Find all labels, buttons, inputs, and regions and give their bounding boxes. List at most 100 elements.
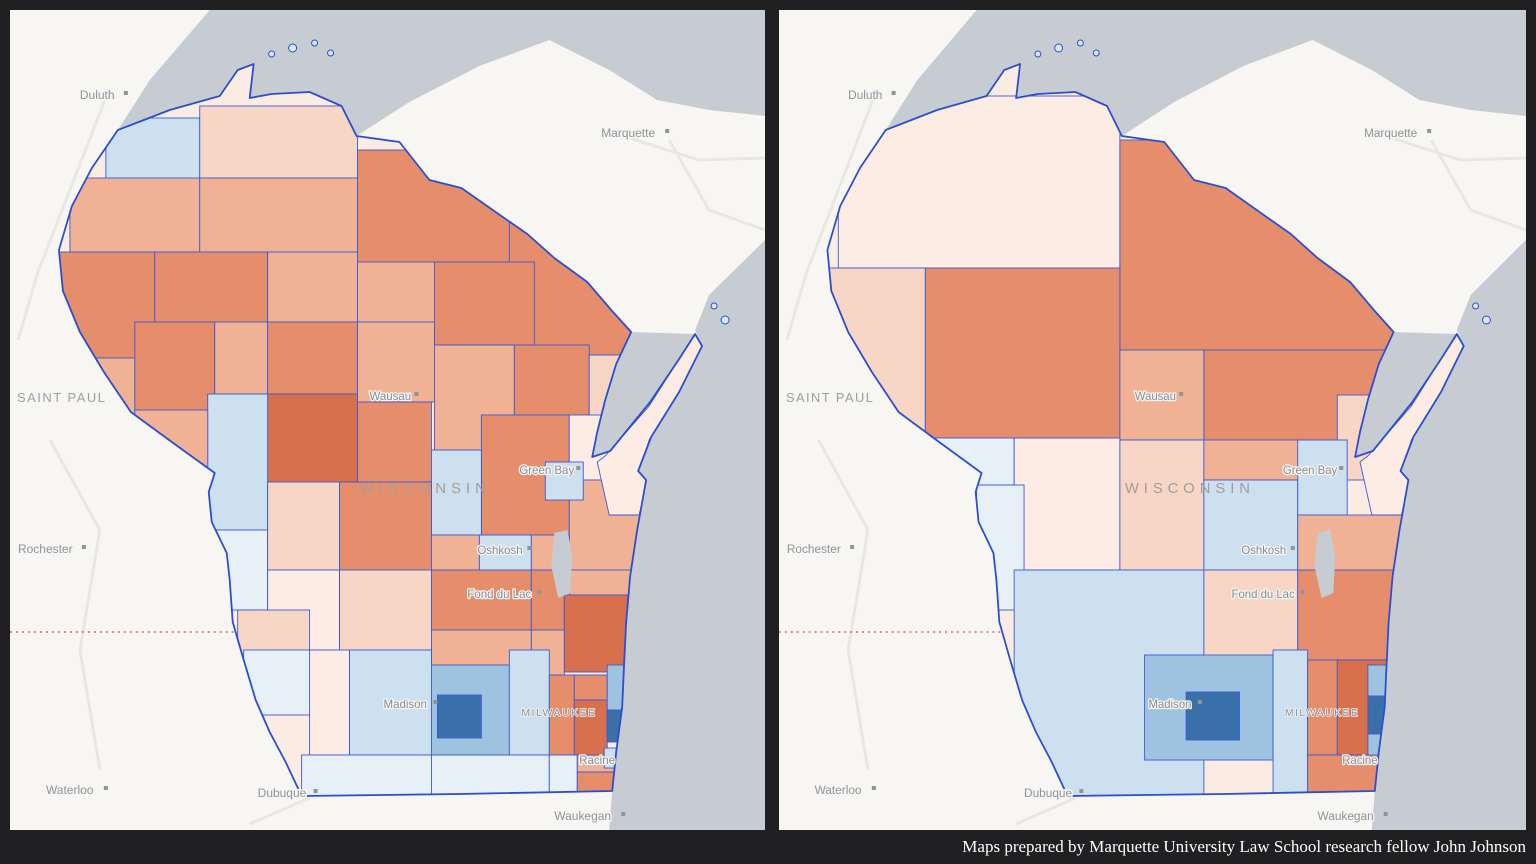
lake-michigan xyxy=(1371,240,1526,830)
island xyxy=(1092,49,1100,57)
city-marker-icon xyxy=(433,700,438,704)
island xyxy=(720,315,730,325)
basemap-road xyxy=(1015,796,1077,826)
map-label: Oshkosh xyxy=(477,545,522,557)
district xyxy=(430,754,550,796)
assembly-map-panel: Duluth Marquette SAINT PAUL Rochester Waterl… xyxy=(10,10,765,830)
district xyxy=(478,534,532,571)
city-marker-icon xyxy=(1079,789,1084,793)
district xyxy=(1307,754,1387,796)
map-label: Green Bay xyxy=(519,465,574,477)
district xyxy=(154,251,269,323)
district xyxy=(267,481,341,571)
lake-michigan xyxy=(609,240,765,830)
district xyxy=(357,401,432,483)
map-label: Racine xyxy=(1342,755,1377,767)
district xyxy=(548,754,578,796)
district xyxy=(1119,439,1205,571)
city-marker-icon xyxy=(1339,466,1344,470)
district xyxy=(1013,437,1121,571)
map-label: Dubuque xyxy=(258,786,307,800)
basemap-road xyxy=(785,99,875,341)
map-label: Duluth xyxy=(80,88,115,102)
map-label: Green Bay xyxy=(1283,465,1338,477)
district xyxy=(199,105,358,179)
district xyxy=(207,393,269,531)
district xyxy=(309,649,350,756)
district xyxy=(513,344,590,416)
city-marker-icon xyxy=(123,91,128,95)
city-marker-icon xyxy=(1179,392,1184,396)
city-marker-icon xyxy=(891,91,896,95)
city-marker-icon xyxy=(1290,546,1295,550)
district xyxy=(1203,479,1299,571)
map-label: Marquette xyxy=(601,126,655,140)
island xyxy=(710,302,718,310)
city-marker-icon xyxy=(576,466,581,470)
district xyxy=(1307,659,1338,756)
lake-winnebago xyxy=(551,530,573,598)
map-label: Fond du Lac xyxy=(467,589,531,601)
map-label: Rochester xyxy=(18,542,73,556)
map-label: Wausau xyxy=(370,391,412,403)
map-label: Rochester xyxy=(787,542,841,556)
map-credit-caption: Maps prepared by Marquette University La… xyxy=(962,837,1526,856)
map-label: Wausau xyxy=(1135,391,1176,403)
district xyxy=(357,261,435,323)
lake-superior xyxy=(885,10,1526,136)
map-label: Waukegan xyxy=(1318,809,1374,823)
basemap-road xyxy=(48,439,102,771)
city-marker-icon xyxy=(1383,812,1388,816)
green-bay-water xyxy=(1355,332,1457,457)
island xyxy=(1076,39,1084,47)
map-label: MILWAUKEE xyxy=(521,708,596,719)
map-label: WISCONSIN xyxy=(1125,481,1255,497)
district xyxy=(1203,569,1299,661)
district xyxy=(69,177,201,253)
district xyxy=(339,569,432,651)
district xyxy=(134,321,216,411)
island xyxy=(288,43,298,53)
basemap-road xyxy=(628,136,765,162)
map-label: Racine xyxy=(579,755,615,767)
city-marker-icon xyxy=(81,545,86,549)
assembly-districts-map: Duluth Marquette SAINT PAUL Rochester Waterl… xyxy=(10,10,765,830)
district xyxy=(563,594,632,673)
district xyxy=(1297,439,1348,516)
city-marker-icon xyxy=(665,129,670,133)
green-bay-water xyxy=(592,332,696,457)
senate-districts-map: Duluth Marquette SAINT PAUL Rochester Waterl… xyxy=(779,10,1526,830)
city-marker-icon xyxy=(414,392,419,396)
map-label: Marquette xyxy=(1364,126,1418,140)
city-marker-icon xyxy=(850,545,855,549)
state-outline xyxy=(58,63,703,797)
island xyxy=(311,39,319,47)
district xyxy=(436,694,482,739)
map-label: Madison xyxy=(384,699,427,711)
lake-winnebago xyxy=(1314,530,1336,598)
basemap-road xyxy=(817,439,870,771)
lake-superior xyxy=(117,10,765,136)
city-marker-icon xyxy=(621,812,626,816)
district xyxy=(301,754,432,796)
map-label: Waterloo xyxy=(46,783,94,797)
island xyxy=(1472,302,1480,310)
basemap-road xyxy=(249,796,311,826)
map-label: Dubuque xyxy=(1024,786,1072,800)
basemap-road xyxy=(1429,139,1526,232)
district xyxy=(573,674,608,701)
island xyxy=(268,50,276,58)
island xyxy=(327,49,335,57)
district xyxy=(214,321,269,395)
city-marker-icon xyxy=(527,546,532,550)
district xyxy=(508,649,550,756)
district xyxy=(267,251,358,323)
basemap-road xyxy=(667,139,765,232)
map-label: Waukegan xyxy=(554,809,611,823)
island xyxy=(1034,50,1042,58)
map-label: Duluth xyxy=(848,88,882,102)
map-label: Madison xyxy=(1149,699,1192,711)
district xyxy=(433,261,535,346)
city-marker-icon xyxy=(537,590,542,594)
district xyxy=(1185,691,1240,741)
